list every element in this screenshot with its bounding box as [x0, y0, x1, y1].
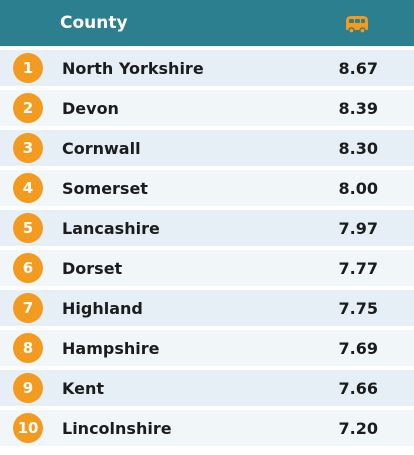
row-background: [0, 170, 414, 206]
county-name: Lincolnshire: [62, 419, 172, 438]
county-name: Cornwall: [62, 139, 141, 158]
county-name: Hampshire: [62, 339, 160, 358]
county-score: 7.69: [338, 339, 378, 358]
table-body: 1 North Yorkshire 8.67 2 Devon 8.39 3 Co…: [0, 50, 414, 450]
table-row: 3 Cornwall 8.30: [0, 130, 414, 170]
table-row: 6 Dorset 7.77: [0, 250, 414, 290]
row-background: [0, 410, 414, 446]
county-column-header: County: [60, 13, 128, 33]
rank-badge: 3: [13, 133, 43, 163]
table-header: County: [0, 0, 414, 46]
row-background: [0, 250, 414, 286]
row-background: [0, 330, 414, 366]
row-background: [0, 90, 414, 126]
row-background: [0, 210, 414, 246]
rank-badge: 1: [13, 53, 43, 83]
county-score: 7.97: [338, 219, 378, 238]
table-row: 7 Highland 7.75: [0, 290, 414, 330]
table-row: 4 Somerset 8.00: [0, 170, 414, 210]
county-name: North Yorkshire: [62, 59, 204, 78]
county-score: 8.39: [338, 99, 378, 118]
county-name: Somerset: [62, 179, 148, 198]
rank-badge: 4: [13, 173, 43, 203]
row-background: [0, 290, 414, 326]
row-background: [0, 370, 414, 406]
county-score: 7.20: [338, 419, 378, 438]
rank-badge: 7: [13, 293, 43, 323]
county-score: 7.77: [338, 259, 378, 278]
bus-icon: [344, 14, 370, 34]
table-row: 8 Hampshire 7.69: [0, 330, 414, 370]
rank-badge: 2: [13, 93, 43, 123]
rank-badge: 6: [13, 253, 43, 283]
county-name: Highland: [62, 299, 143, 318]
county-name: Dorset: [62, 259, 123, 278]
table-row: 5 Lancashire 7.97: [0, 210, 414, 250]
row-background: [0, 130, 414, 166]
table-row: 1 North Yorkshire 8.67: [0, 50, 414, 90]
table-row: 10 Lincolnshire 7.20: [0, 410, 414, 450]
county-score: 7.75: [338, 299, 378, 318]
row-background: [0, 50, 414, 86]
rank-badge: 5: [13, 213, 43, 243]
rank-badge: 8: [13, 333, 43, 363]
county-name: Kent: [62, 379, 105, 398]
county-score: 7.66: [338, 379, 378, 398]
table-row: 2 Devon 8.39: [0, 90, 414, 130]
table-row: 9 Kent 7.66: [0, 370, 414, 410]
county-score: 8.00: [338, 179, 378, 198]
rank-badge: 10: [13, 413, 43, 443]
county-score: 8.30: [338, 139, 378, 158]
rank-badge: 9: [13, 373, 43, 403]
county-score: 8.67: [338, 59, 378, 78]
county-name: Devon: [62, 99, 119, 118]
county-name: Lancashire: [62, 219, 160, 238]
